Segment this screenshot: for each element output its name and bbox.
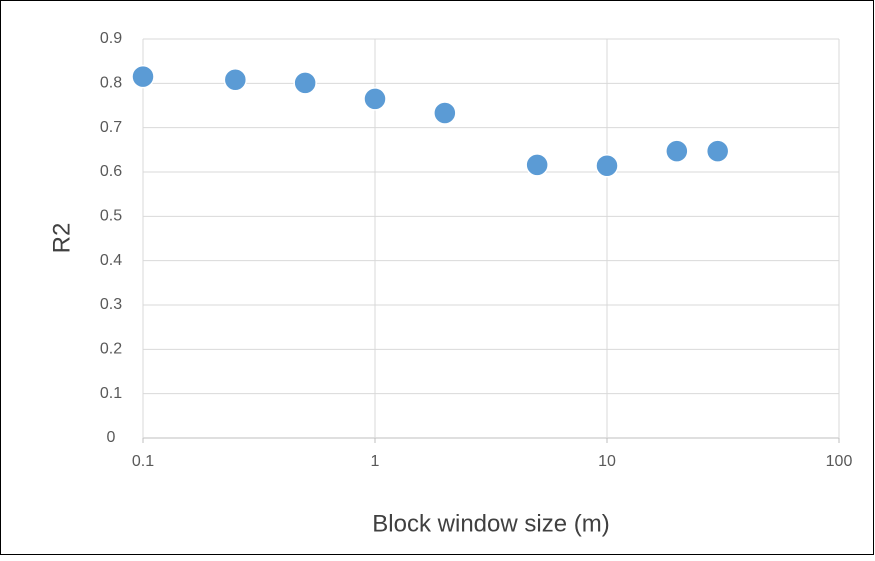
y-axis-title: R2 bbox=[48, 223, 75, 254]
point bbox=[363, 87, 387, 111]
y-tick-label: 0.9 bbox=[100, 30, 122, 47]
y-tick-label: 0.2 bbox=[100, 341, 122, 358]
point bbox=[705, 139, 730, 163]
y-tick-label: 0.5 bbox=[100, 208, 122, 225]
y-tick-label: 0.1 bbox=[100, 385, 122, 402]
point bbox=[433, 101, 457, 125]
y-tick-label: 0.6 bbox=[100, 163, 122, 180]
point bbox=[525, 153, 549, 177]
y-tick-label: 0.3 bbox=[100, 296, 122, 313]
x-tick-label: 10 bbox=[598, 453, 616, 470]
x-tick-label: 0.1 bbox=[132, 453, 154, 470]
y-tick-label: 0 bbox=[107, 429, 116, 446]
point bbox=[131, 64, 155, 89]
x-tick-label: 100 bbox=[826, 453, 853, 470]
y-tick-label: 0.7 bbox=[100, 119, 122, 136]
point bbox=[293, 71, 317, 95]
x-tick-label: 1 bbox=[371, 453, 380, 470]
point bbox=[595, 154, 619, 178]
y-tick-label: 0.4 bbox=[100, 252, 122, 269]
point bbox=[223, 68, 248, 92]
point bbox=[665, 139, 689, 163]
y-tick-label: 0.8 bbox=[100, 75, 122, 92]
x-axis-title: Block window size (m) bbox=[372, 510, 609, 537]
